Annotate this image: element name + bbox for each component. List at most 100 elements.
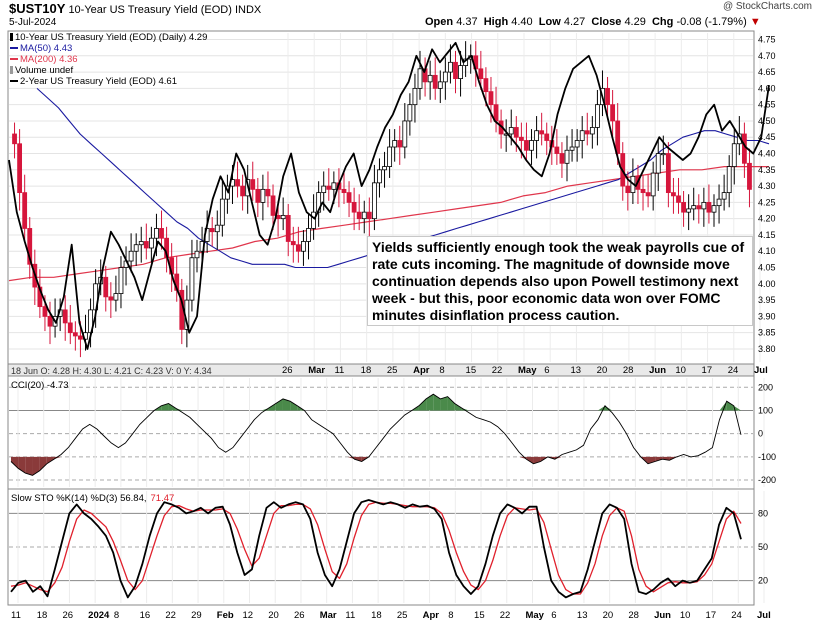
candle-body	[691, 205, 697, 210]
candle-body	[564, 149, 570, 164]
main-y-tick-label: 4.05	[758, 263, 776, 273]
legend-volume: Volume undef	[10, 65, 207, 76]
candle-body	[716, 198, 722, 207]
candle	[503, 119, 509, 152]
candle	[290, 226, 296, 263]
bottom-x-tick-label: 25	[397, 610, 408, 621]
sto-k-line	[10, 499, 742, 599]
candle-body	[448, 61, 453, 73]
candle-body	[605, 87, 610, 106]
cci-overbought-fill	[719, 401, 727, 411]
candle	[12, 122, 17, 159]
cci-y-tick-label: 200	[758, 382, 773, 392]
candle-body	[351, 201, 357, 213]
bottom-x-tick-label: 18	[37, 610, 48, 621]
candle-body	[17, 143, 23, 194]
candle	[676, 177, 681, 214]
candle-body	[453, 61, 458, 80]
cci-y-tick-label: 0	[758, 429, 763, 439]
candle-body	[741, 133, 747, 164]
candle	[108, 282, 114, 319]
candle-body	[159, 228, 164, 239]
candle-body	[392, 140, 398, 148]
candle	[660, 135, 666, 165]
main-y-tick-label: 4.70	[758, 51, 776, 61]
candle-body	[219, 198, 225, 226]
candle	[407, 93, 413, 136]
candle-body	[488, 91, 494, 106]
cci-overbought-fill	[733, 405, 741, 411]
cci-oversold-fill	[25, 456, 33, 476]
candle	[564, 135, 570, 182]
candle-body	[559, 153, 565, 164]
sto-panel-frame	[7, 488, 755, 606]
two-year-legend-icon	[10, 80, 18, 83]
legend-ma50: MA(50) 4.43	[10, 43, 207, 54]
candle	[67, 304, 73, 345]
sto-label: Slow STO %K(14) %D(3) 56.84, 71.47	[11, 493, 174, 504]
candle-body	[554, 146, 560, 154]
candle	[453, 50, 458, 94]
main-y-tick-label: 4.50	[758, 116, 776, 126]
cci-overbought-fill	[433, 394, 441, 411]
candle-legend-icon	[10, 33, 13, 42]
cci-overbought-fill	[168, 403, 176, 411]
annotation-box: Yields sufficiently enough took the weak…	[367, 236, 753, 326]
chart-title: $UST10Y 10-Year US Treasury Yield (EOD) …	[9, 1, 261, 16]
candle-body	[671, 192, 676, 197]
candle-body	[270, 195, 276, 216]
candle	[711, 194, 717, 227]
candle	[143, 223, 149, 260]
candle-body	[290, 241, 296, 246]
chg-value: -0.08 (-1.79%)	[676, 16, 747, 28]
bottom-x-tick-label: 8	[448, 610, 453, 621]
candle-body	[331, 182, 337, 190]
cci-oversold-fill	[647, 456, 656, 464]
candle-body	[534, 130, 539, 141]
legend-two-year-text: 2-Year US Treasury Yield (EOD) 4.61	[20, 76, 177, 87]
candle-body	[42, 306, 48, 317]
bottom-x-axis: 11 18 26 2024 8 16 22 29 Feb 12 20 26 Mar 11 18 25 Apr 8 1…	[11, 610, 771, 621]
candle	[382, 151, 387, 188]
candle	[696, 194, 702, 224]
candle-body	[711, 205, 717, 213]
candle	[559, 142, 565, 178]
cci-overbought-fill	[454, 403, 462, 411]
candle-body	[544, 133, 550, 141]
candle-body	[478, 68, 484, 80]
candle-body	[747, 162, 752, 190]
open-label: Open	[425, 16, 454, 28]
candle	[706, 184, 712, 224]
chg-label: Chg	[651, 16, 674, 28]
sto-y-tick-label: 50	[758, 542, 768, 552]
candle-body	[148, 237, 154, 249]
candle-body	[194, 250, 200, 259]
sto-series	[10, 499, 742, 599]
candle-body	[402, 120, 408, 148]
main-x-tick-label: Mar	[308, 365, 325, 376]
candle	[361, 200, 367, 234]
bottom-x-tick-label: 12	[243, 610, 254, 621]
bottom-x-tick-label: 20	[603, 610, 614, 621]
main-y-tick-label: 4.55	[758, 100, 776, 110]
candle	[539, 112, 545, 146]
candle	[214, 210, 220, 250]
candle-body	[361, 211, 367, 220]
candle-body	[366, 211, 372, 220]
candle	[235, 161, 240, 198]
candle	[417, 50, 423, 100]
candle-body	[650, 172, 656, 197]
ohlc-readout: 18 Jun O: 4.28 H: 4.30 L: 4.21 C: 4.23 V…	[11, 366, 212, 376]
cci-oversold-fill	[53, 456, 62, 460]
candle-body	[701, 201, 707, 210]
candle-body	[640, 188, 646, 194]
sto-label-d: 71.47	[151, 493, 175, 504]
cci-overbought-fill	[282, 398, 291, 411]
cci-overbought-fill	[440, 396, 448, 411]
candle-body	[493, 104, 499, 122]
main-y-tick-label: 4.00	[758, 279, 776, 289]
candle	[650, 161, 656, 211]
main-x-tick-label: 24	[728, 365, 739, 376]
candle-body	[595, 104, 600, 128]
cci-oversold-fill	[554, 456, 563, 460]
